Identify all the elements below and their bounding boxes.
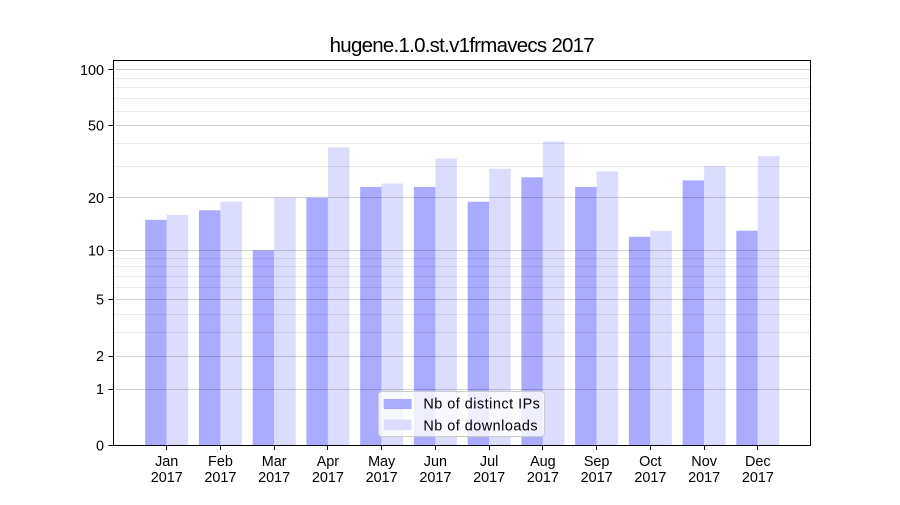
svg-text:5: 5 [96, 293, 104, 309]
svg-text:2017: 2017 [634, 470, 666, 486]
svg-text:2017: 2017 [312, 470, 344, 486]
svg-text:Oct: Oct [639, 454, 661, 470]
svg-text:Dec: Dec [745, 454, 771, 470]
svg-text:Nb of downloads: Nb of downloads [423, 418, 538, 434]
svg-text:Nov: Nov [691, 454, 717, 470]
svg-text:10: 10 [88, 243, 104, 259]
svg-text:2017: 2017 [581, 470, 613, 486]
svg-text:Jan: Jan [155, 454, 178, 470]
svg-text:Jul: Jul [480, 454, 498, 470]
svg-text:2017: 2017 [419, 470, 451, 486]
svg-text:Mar: Mar [262, 454, 287, 470]
svg-text:2: 2 [96, 349, 104, 365]
svg-text:Feb: Feb [208, 454, 233, 470]
svg-text:2017: 2017 [742, 470, 774, 486]
svg-text:2017: 2017 [204, 470, 236, 486]
svg-text:Apr: Apr [317, 454, 340, 470]
svg-text:2017: 2017 [688, 470, 720, 486]
svg-text:1: 1 [96, 382, 104, 398]
svg-text:50: 50 [88, 119, 104, 135]
svg-text:hugene.1.0.st.v1frmavecs 2017: hugene.1.0.st.v1frmavecs 2017 [330, 34, 595, 57]
svg-text:100: 100 [80, 63, 104, 79]
svg-text:Aug: Aug [530, 454, 556, 470]
svg-text:2017: 2017 [151, 470, 183, 486]
svg-text:May: May [368, 454, 396, 470]
svg-text:2017: 2017 [258, 470, 290, 486]
svg-text:Sep: Sep [584, 454, 610, 470]
svg-text:2017: 2017 [527, 470, 559, 486]
svg-text:20: 20 [88, 191, 104, 207]
svg-text:2017: 2017 [473, 470, 505, 486]
svg-text:Nb of distinct IPs: Nb of distinct IPs [423, 396, 540, 412]
svg-text:2017: 2017 [366, 470, 398, 486]
svg-text:Jun: Jun [424, 454, 447, 470]
svg-text:0: 0 [96, 438, 104, 454]
